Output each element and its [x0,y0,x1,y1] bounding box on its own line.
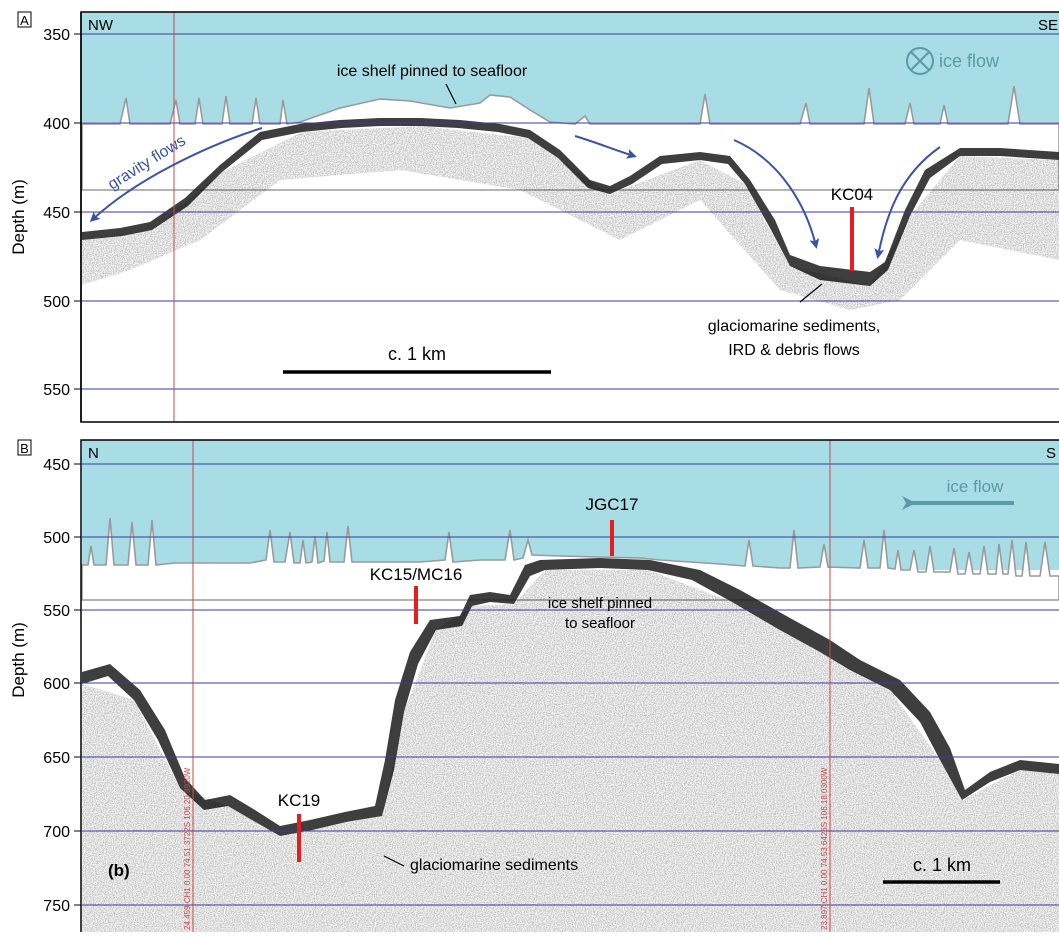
ice-shelf-area [82,440,1059,570]
tick-label: 700 [43,824,70,841]
ice-flow-label-a: ice flow [939,51,1000,71]
ice-shelf-label-b-1: ice shelf pinned [548,595,652,612]
tick-label: 550 [43,603,70,620]
flow-into-page-icon [906,47,934,75]
tick-label: 550 [43,382,70,399]
sediments-label-b: glaciomarine sediments [410,857,578,874]
panel-letter-box [17,11,32,28]
ice-flow-indicator-a: ice flow [906,47,1000,75]
tick-label: 400 [43,116,70,133]
y-axis-label-a: Depth (m) [9,179,28,255]
tick-label: 350 [43,27,70,44]
core-jgc17-label: JGC17 [586,495,639,514]
direction-left-a: NW [88,17,114,34]
core-kc15-label: KC15/MC16 [370,565,463,584]
tick-label: 650 [43,750,70,767]
fix-annotation-right: 23.897 CH1 0.00 74.53.6426S 106.18.0300W [820,767,829,930]
sediments-label-a-2: IRD & debris flows [728,342,860,359]
ice-shelf-leader-a [445,83,457,105]
ice-flow-label-b: ice flow [947,477,1004,496]
scale-label-a: c. 1 km [388,344,446,364]
direction-right-a: SE [1038,17,1058,34]
panel-letter-b: B [20,441,29,456]
core-kc04-label: KC04 [831,185,874,204]
gravity-flow-arrow [89,127,263,223]
panel-a: 350 400 450 500 550 Depth (m) A NW SE ic… [9,11,1059,423]
ice-shelf-label-b-2: to seafloor [565,615,635,632]
gravity-flow-arrow [733,139,820,249]
panel-b: 24.459 CH1 0.00 74.51.3722S 106.20.8920W… [9,439,1059,937]
core-kc19-label: KC19 [278,791,321,810]
sub-bottom-scatter [82,126,1059,310]
direction-left-b: N [88,445,99,462]
tick-label: 750 [43,898,70,915]
tick-label: 450 [43,205,70,222]
sediments-leader-a [799,283,823,303]
scale-label-b: c. 1 km [913,855,971,875]
panel-letter-box [17,439,32,456]
tick-label: 500 [43,294,70,311]
sub-bottom-scatter [82,570,1059,932]
ice-shelf-label-a: ice shelf pinned to seafloor [337,63,528,80]
tick-label: 500 [43,530,70,547]
ice-shelf-area [82,12,1059,122]
panel-letter-a: A [20,13,29,28]
panel-b-frame [80,439,1059,937]
y-ticks-a: 350 400 450 500 550 [43,27,81,399]
y-ticks-b: 450 500 550 600 650 700 750 [43,457,81,915]
subpanel-label: (b) [108,861,130,880]
y-axis-label-b: Depth (m) [9,622,28,698]
direction-right-b: S [1046,445,1056,462]
gravity-flow-arrow [874,146,941,259]
fix-annotation-left: 24.459 CH1 0.00 74.51.3722S 106.20.8920W [183,767,192,930]
gravity-flow-arrow [574,135,637,159]
sediments-leader-b [383,855,405,867]
tick-label: 600 [43,676,70,693]
sediments-label-a-1: glaciomarine sediments, [708,318,881,335]
tick-label: 450 [43,457,70,474]
